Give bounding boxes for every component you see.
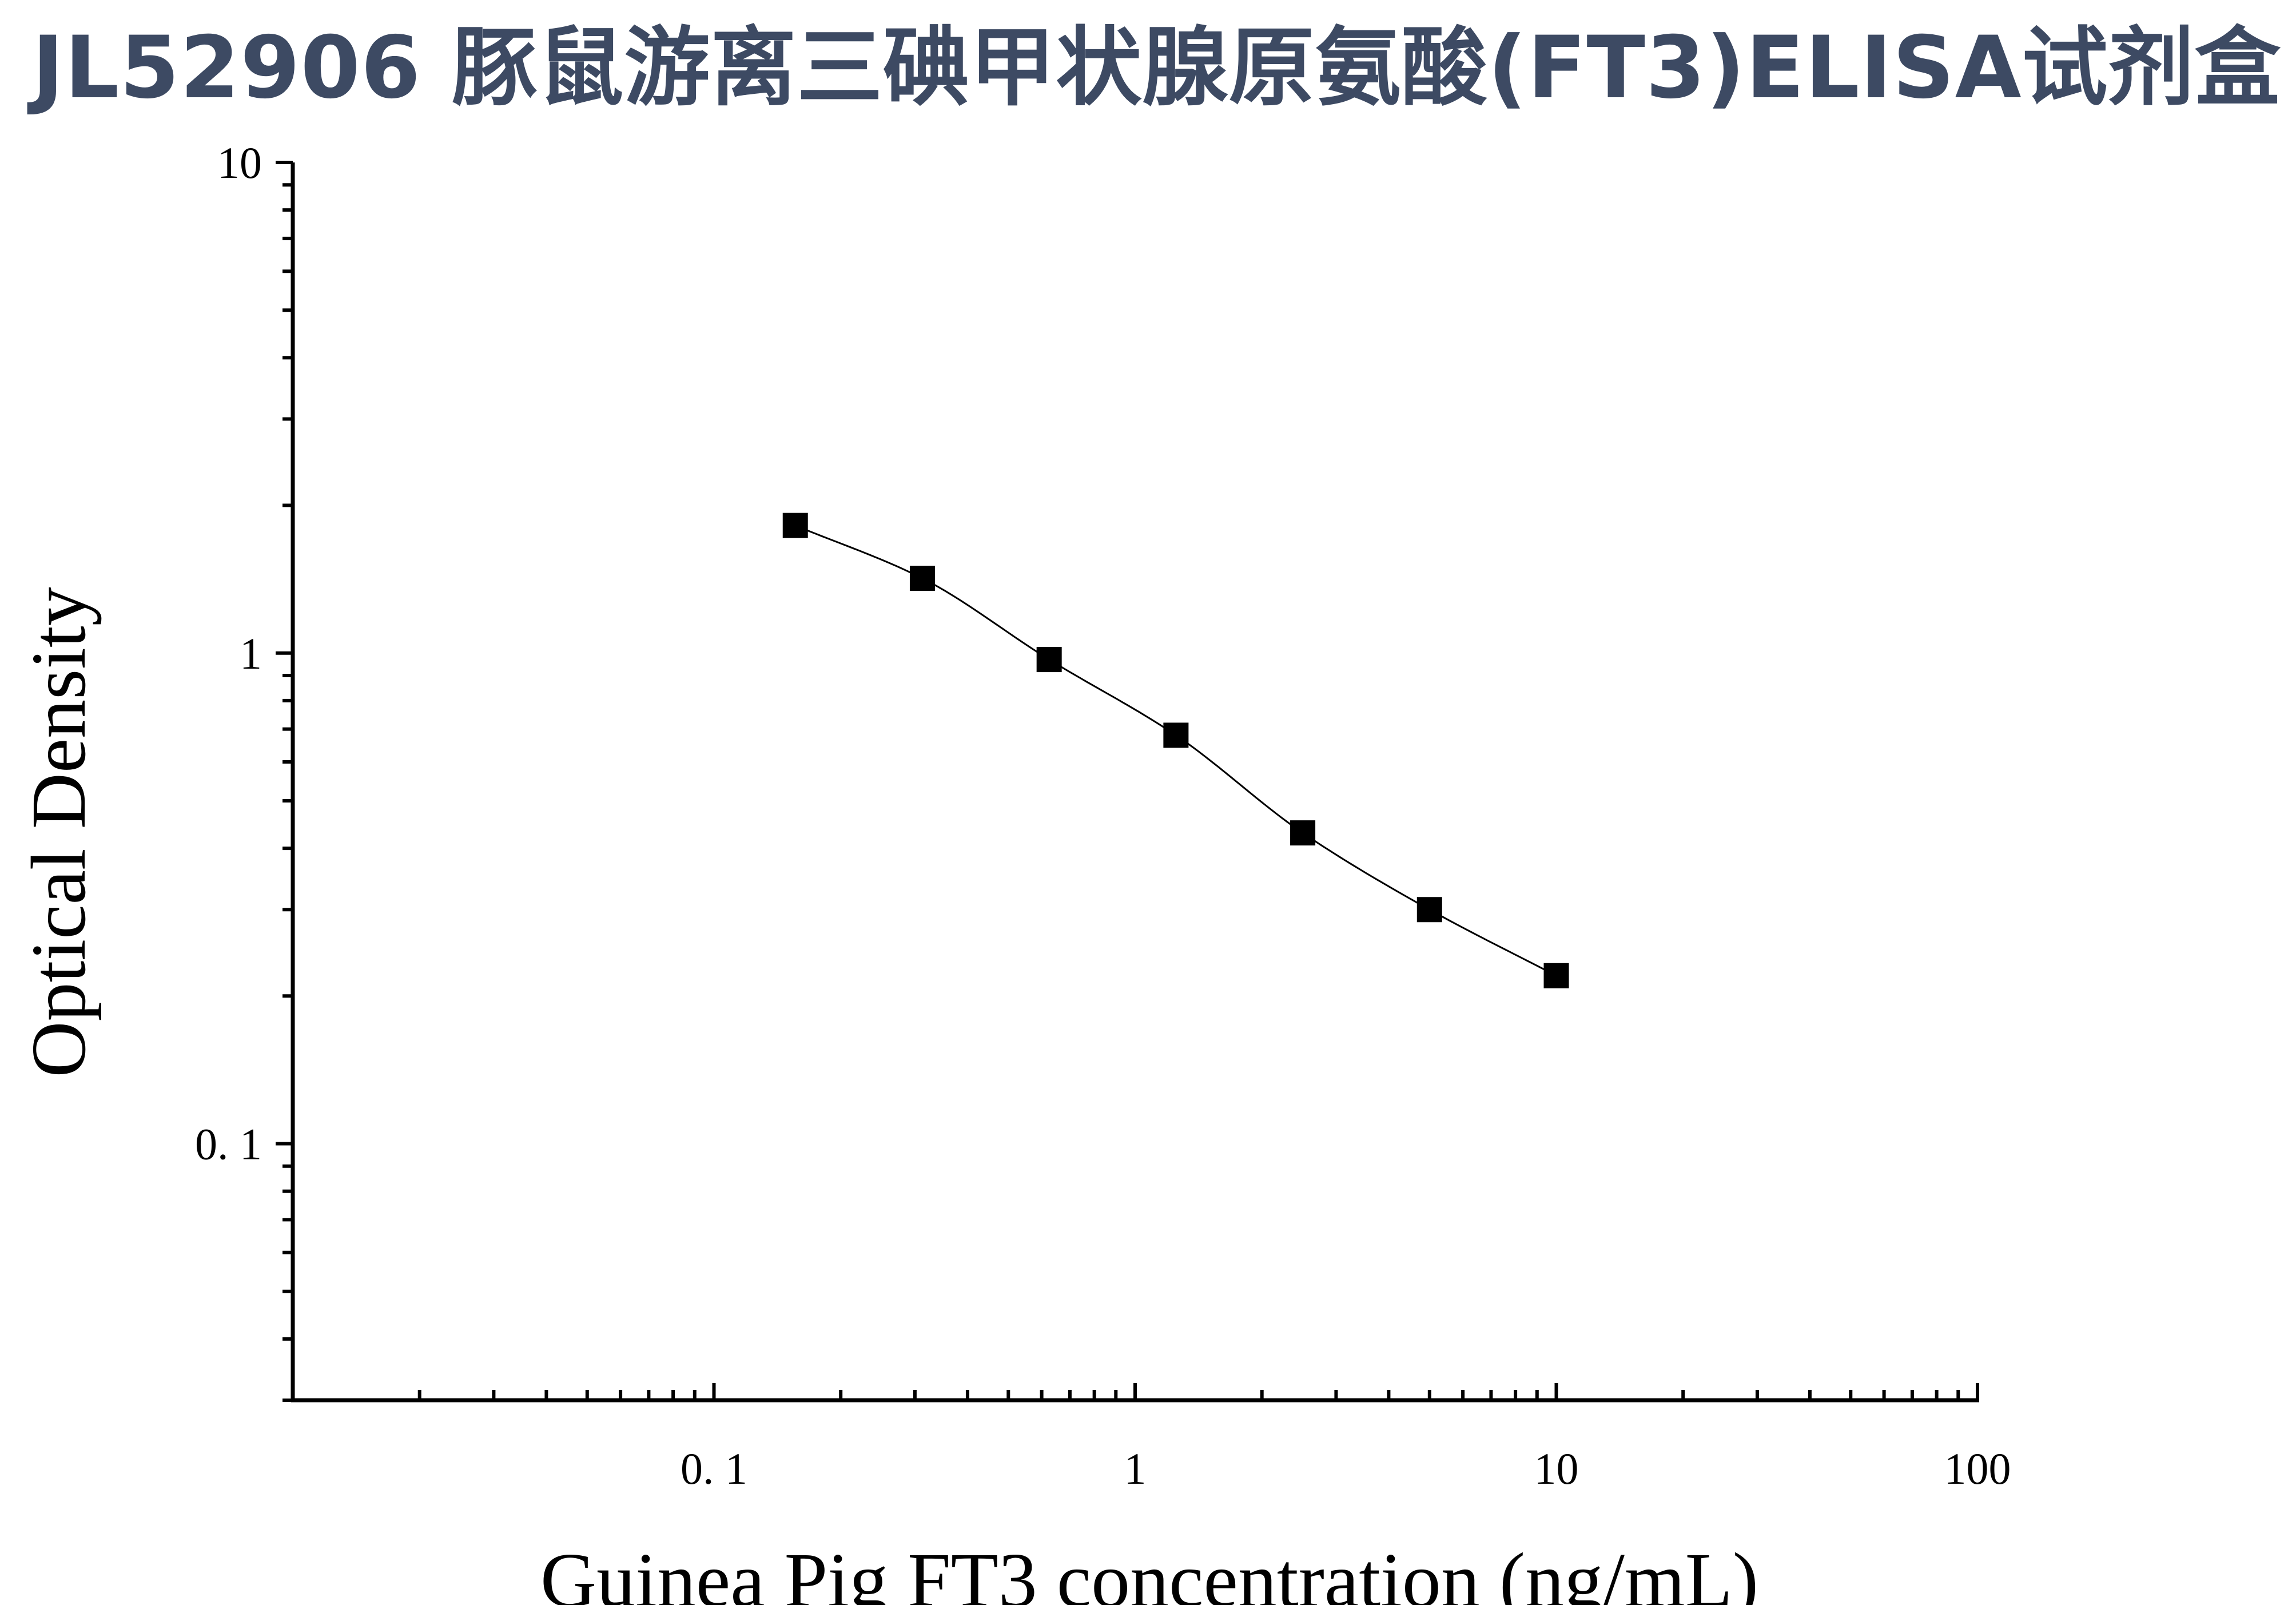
data-point — [1163, 722, 1189, 748]
x-tick-label: 100 — [1944, 1444, 2011, 1493]
x-tick-label: 0. 1 — [681, 1444, 747, 1493]
x-axis: 0. 1 1 10 100 — [291, 1383, 2011, 1493]
x-tick-label: 1 — [1124, 1444, 1147, 1493]
fit-curve — [795, 525, 1557, 977]
data-point — [909, 566, 935, 591]
data-points — [782, 513, 1569, 988]
x-tick-label: 10 — [1534, 1444, 1579, 1493]
y-axis-title: Optical Density — [16, 587, 102, 1077]
y-axis: 0. 1 1 10 — [195, 138, 295, 1402]
data-point — [1416, 897, 1442, 923]
y-tick-label: 10 — [217, 138, 262, 188]
fit-curve-layer — [795, 525, 1557, 977]
data-point — [1543, 963, 1569, 988]
chart-title: JL52906 豚鼠游离三碘甲状腺原氨酸(FT3)ELISA试剂盒 — [32, 18, 2281, 118]
y-tick-label: 0. 1 — [195, 1119, 262, 1169]
y-tick-label: 1 — [240, 629, 262, 678]
data-point — [1036, 647, 1062, 673]
data-point — [782, 513, 808, 538]
x-axis-title: Guinea Pig FT3 concentration (ng/mL) — [540, 1538, 1758, 1605]
data-point — [1290, 820, 1316, 846]
